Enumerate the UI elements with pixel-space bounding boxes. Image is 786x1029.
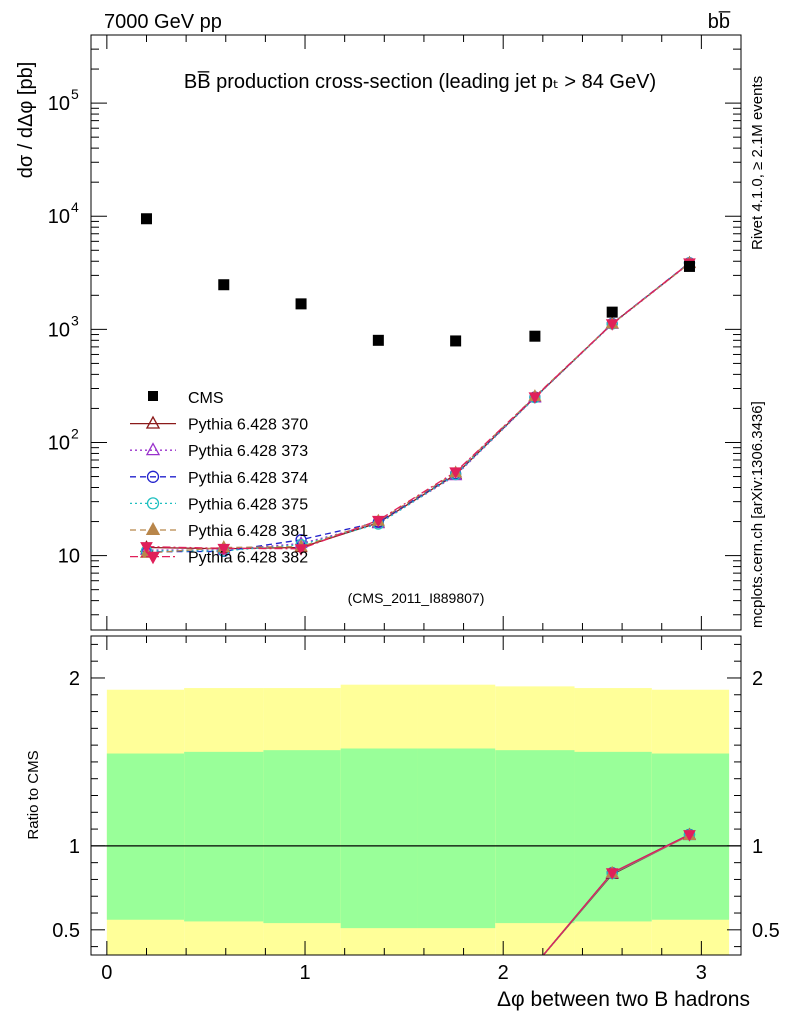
ratio-y-tick-label-right: 2: [752, 668, 763, 690]
cms-data-point: [140, 213, 152, 225]
ratio-band-green: [574, 751, 652, 922]
main-y-tick-label: 10: [48, 206, 70, 228]
ratio-bands: [91, 684, 741, 955]
legend-label-4: Pythia 6.428 381: [188, 523, 308, 540]
cms-data-point: [295, 298, 307, 310]
main-y-tick-label: 10: [48, 432, 70, 454]
legend-label-2: Pythia 6.428 374: [188, 470, 308, 487]
main-y-tick-exponent: 4: [71, 199, 79, 215]
main-series-point-5: [605, 319, 619, 331]
ratio-band-green: [184, 751, 264, 922]
x-tick-label: 3: [696, 962, 707, 984]
ratio-band-green: [495, 750, 575, 924]
cms-data-point: [450, 335, 462, 347]
main-y-tick-label: 10: [58, 546, 80, 568]
cms-data-point: [529, 330, 541, 342]
legend-marker-1: [145, 442, 161, 456]
main-series-point-5: [217, 543, 231, 556]
ratio-y-tick-label-left: 2: [69, 668, 80, 690]
process-label: bb̅: [708, 10, 731, 33]
ratio-band-green: [340, 748, 418, 929]
legend-label-3: Pythia 6.428 375: [188, 496, 308, 513]
main-panel: BB̅ production cross-section (leading je…: [15, 34, 742, 631]
main-marks: [139, 213, 697, 558]
main-y-tick-exponent: 2: [71, 425, 79, 441]
legend-marker-4: [145, 522, 161, 536]
main-series-line-4: [146, 262, 690, 554]
ratio-y-tick-labels: 0.5 0.5 1 1 2 2: [52, 668, 780, 942]
ratio-y-tick-label-right: 1: [752, 836, 763, 858]
ratio-y-label: Ratio to CMS: [25, 750, 42, 839]
cms-data-point: [218, 279, 230, 291]
ratio-series-point-5: [683, 830, 696, 842]
ratio-marks: [542, 827, 697, 955]
x-tick-label: 0: [101, 962, 112, 984]
legend-marker-3: [146, 497, 160, 510]
legend-marker-5: [146, 551, 160, 565]
main-series-point-5: [140, 542, 153, 554]
legend-marker-0: [145, 415, 161, 429]
cms-data-point: [683, 260, 695, 272]
ratio-y-tick-label-left: 0.5: [52, 920, 80, 942]
legend-cms-marker: [148, 391, 158, 401]
main-y-tick-label: 10: [48, 319, 70, 341]
main-y-tick-exponent: 3: [71, 312, 79, 328]
ratio-band-green: [263, 750, 341, 924]
x-tick-label: 2: [498, 962, 509, 984]
ratio-frame: [90, 635, 742, 956]
main-series-point-5: [294, 544, 308, 556]
legend-marker-2: [146, 470, 160, 483]
rivet-version-label: Rivet 4.1.0, ≥ 2.1M events: [749, 76, 766, 250]
energy-label: 7000 GeV pp: [104, 11, 222, 33]
ratio-band-green: [417, 748, 496, 929]
ratio-series-point-5: [605, 868, 619, 880]
main-ticks: [91, 34, 742, 630]
main-y-label: dσ / dΔφ [pb]: [15, 62, 37, 179]
main-frame: [90, 34, 742, 631]
mcplots-label: mcplots.cern.ch [arXiv:1306.3436]: [749, 401, 766, 628]
main-series-point-5: [372, 515, 385, 528]
analysis-tag: (CMS_2011_I889807): [348, 590, 485, 606]
legend-label-0: Pythia 6.428 370: [188, 417, 308, 434]
main-y-tick-label: 10: [48, 93, 70, 115]
main-series-point-5: [449, 467, 462, 479]
ratio-panel: 0.5 0.5 1 1 2 2 Ratio to CMS 0 1 2 3 Δφ between …: [25, 635, 780, 1011]
x-tick-labels: 0 1 2 3: [101, 962, 707, 984]
legend: CMS Pythia 6.428 370 Pythia 6.428 373 Pythi…: [130, 390, 308, 567]
main-y-tick-exponent: 5: [71, 86, 79, 102]
main-title: BB̅ production cross-section (leading je…: [184, 70, 656, 93]
cms-data-point: [606, 306, 618, 318]
main-series-point-5: [528, 392, 542, 404]
legend-cms-label: CMS: [188, 390, 224, 407]
legend-label-1: Pythia 6.428 373: [188, 443, 308, 460]
ratio-y-tick-label-left: 1: [69, 836, 80, 858]
x-tick-label: 1: [299, 962, 310, 984]
cms-data-point: [372, 334, 384, 346]
ratio-y-tick-label-right: 0.5: [752, 920, 780, 942]
ratio-band-green: [106, 753, 185, 920]
x-axis-label: Δφ between two B hadrons: [497, 988, 750, 1011]
legend-label-5: Pythia 6.428 382: [188, 550, 308, 567]
